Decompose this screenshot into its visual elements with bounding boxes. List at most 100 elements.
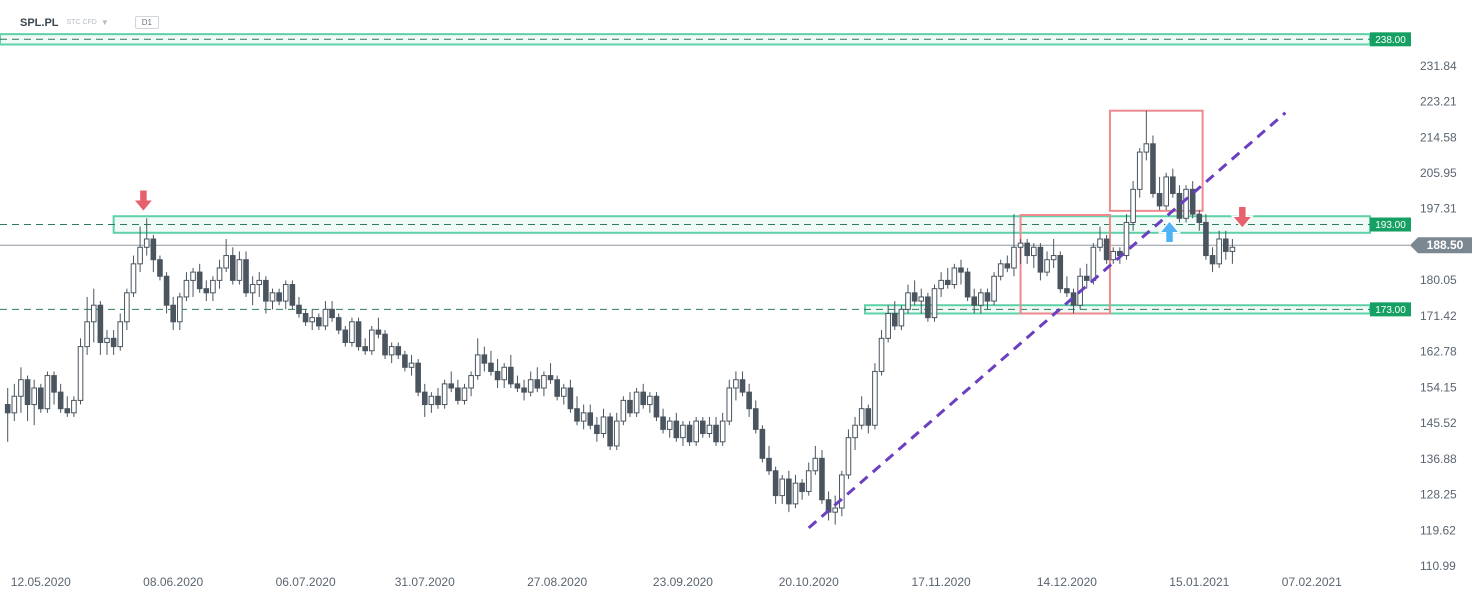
candle-body xyxy=(349,321,355,343)
candle-body xyxy=(891,312,898,327)
candle xyxy=(44,371,51,413)
candle-body xyxy=(640,391,647,406)
candle-body xyxy=(24,379,31,406)
zone-price-tag-label: 193.00 xyxy=(1375,220,1406,231)
candle xyxy=(342,325,349,347)
x-tick-label: 07.02.2021 xyxy=(1282,575,1342,589)
candle xyxy=(686,421,693,446)
candle-body xyxy=(375,329,382,335)
candle xyxy=(395,342,402,360)
candle-body xyxy=(38,387,44,410)
candle-body xyxy=(177,296,183,323)
candle xyxy=(51,371,57,405)
candle xyxy=(587,404,594,430)
candle-body xyxy=(839,474,845,509)
candle-body xyxy=(739,379,746,393)
candle-body xyxy=(819,457,825,501)
candle xyxy=(852,416,858,451)
candle xyxy=(57,383,64,413)
candle xyxy=(1064,276,1070,297)
candle-body xyxy=(951,267,958,286)
candle xyxy=(819,450,825,504)
chart-header: SPL.PL STC CFD ▼ D1 xyxy=(20,16,160,29)
candle-body xyxy=(878,337,885,372)
candle xyxy=(938,272,944,297)
candle-body xyxy=(263,279,269,302)
candle-body xyxy=(872,370,878,426)
candle xyxy=(898,305,905,331)
candle-body xyxy=(607,416,613,447)
x-tick-label: 20.10.2020 xyxy=(779,575,839,589)
candle xyxy=(978,288,984,314)
candle-body xyxy=(984,292,991,302)
candle-body xyxy=(1090,246,1097,281)
candle xyxy=(1031,243,1037,268)
candle xyxy=(1163,172,1170,211)
candle xyxy=(24,375,31,422)
candle xyxy=(766,445,772,475)
candle-body xyxy=(620,399,627,422)
candle-body xyxy=(382,333,388,356)
candle-body xyxy=(428,395,435,406)
zone-price-tag xyxy=(1370,32,1411,47)
candle-body xyxy=(18,379,24,397)
candle-body xyxy=(481,354,488,364)
candle-body xyxy=(494,370,501,381)
candle xyxy=(501,363,507,388)
candle xyxy=(693,416,699,446)
candle xyxy=(713,416,719,446)
candle-body xyxy=(369,329,375,352)
candle-body xyxy=(143,238,150,248)
candle xyxy=(296,296,302,318)
candle xyxy=(931,284,938,322)
candle-body xyxy=(1037,246,1044,273)
candle xyxy=(786,470,792,513)
candle-body xyxy=(342,329,349,343)
candle-body xyxy=(388,346,395,356)
candle xyxy=(878,330,885,376)
candle xyxy=(680,421,686,446)
candle xyxy=(779,474,786,504)
candle-body xyxy=(117,321,124,348)
candle xyxy=(534,367,541,393)
symbol-dropdown-icon[interactable]: ▼ xyxy=(100,18,109,27)
last-price-tag xyxy=(1410,237,1472,254)
instrument-type-label: STC CFD xyxy=(66,19,97,26)
candle xyxy=(1097,226,1103,252)
candle-body xyxy=(1136,151,1143,190)
candle-body xyxy=(766,457,772,472)
candle xyxy=(369,325,375,355)
candle xyxy=(375,317,382,339)
x-tick-label: 14.12.2020 xyxy=(1037,575,1097,589)
candle-body xyxy=(554,379,560,397)
candle-body xyxy=(918,296,925,302)
candle xyxy=(435,387,441,409)
candle-body xyxy=(1170,176,1176,194)
candle xyxy=(481,346,488,372)
candle xyxy=(322,301,329,331)
candle-body xyxy=(1110,250,1117,261)
candle-body xyxy=(938,279,944,290)
candle-body xyxy=(269,292,276,302)
candle-body xyxy=(316,317,322,327)
candle xyxy=(183,272,190,302)
candle xyxy=(746,383,752,417)
candle xyxy=(885,305,891,343)
timeframe-selector[interactable]: D1 xyxy=(134,16,160,29)
candle-body xyxy=(44,375,51,410)
candle xyxy=(759,425,766,463)
candle-body xyxy=(1196,213,1203,223)
candle-body xyxy=(355,321,362,348)
candle-body xyxy=(1163,176,1170,207)
candle-body xyxy=(150,238,157,261)
buy-arrow-icon xyxy=(1157,219,1182,244)
candle xyxy=(911,280,918,306)
candle xyxy=(388,342,395,364)
y-tick-label: 197.31 xyxy=(1420,202,1457,216)
candle-body xyxy=(130,263,137,294)
candle-body xyxy=(488,362,494,372)
y-tick-label: 223.21 xyxy=(1420,95,1457,109)
candle-body xyxy=(666,420,673,430)
candle-body xyxy=(964,271,971,298)
y-tick-label: 145.52 xyxy=(1420,416,1457,430)
